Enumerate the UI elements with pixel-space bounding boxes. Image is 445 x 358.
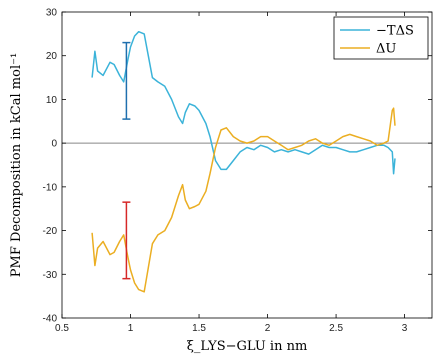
y-tick-label: 20 — [46, 51, 58, 62]
y-tick-label: -30 — [43, 270, 58, 281]
legend-label-series-0: −TΔS — [376, 24, 414, 39]
legend-box — [333, 16, 429, 60]
x-tick-label: 1.5 — [192, 323, 206, 334]
x-tick-label: 0.5 — [55, 323, 69, 334]
x-tick-label: 2 — [265, 323, 271, 334]
y-tick-label: 10 — [46, 95, 58, 106]
y-axis-label: PMF Decomposition in kCal mol⁻¹ — [9, 53, 24, 277]
legend: −TΔS ΔU — [333, 16, 429, 60]
series-line-0 — [91, 30, 396, 175]
y-tick-label: -10 — [43, 182, 58, 193]
series-line-1 — [91, 107, 396, 293]
x-tick-label: 2.5 — [329, 323, 343, 334]
x-axis-label: ξ_LYS−GLU in nm — [187, 339, 308, 354]
y-tick-label: 0 — [51, 139, 57, 150]
plot-frame — [61, 11, 433, 319]
x-tick-label: 3 — [402, 323, 408, 334]
x-tick-label: 1 — [128, 323, 134, 334]
y-tick-label: -40 — [43, 314, 58, 325]
legend-label-series-1: ΔU — [376, 42, 396, 57]
y-tick-label: 30 — [46, 8, 58, 19]
y-tick-label: -20 — [43, 226, 58, 237]
